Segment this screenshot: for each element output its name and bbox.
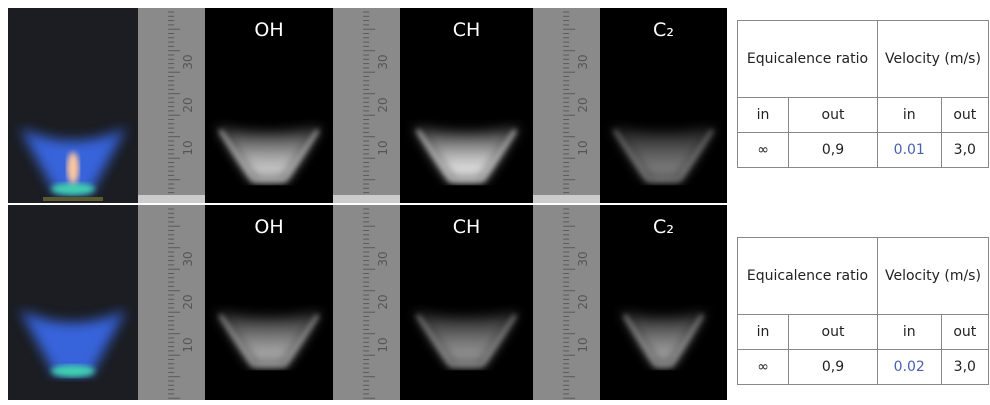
ruler-label: 30 bbox=[181, 54, 195, 69]
ruler-label: 30 bbox=[576, 251, 590, 266]
table-cell: Equicalence ratio bbox=[738, 238, 878, 315]
ruler-label: 20 bbox=[181, 97, 195, 112]
table-cell: 3,0 bbox=[941, 350, 988, 385]
ruler-label: 30 bbox=[376, 54, 390, 69]
table-cell: Equicalence ratio bbox=[738, 21, 878, 98]
table-cell: in bbox=[738, 315, 789, 350]
panel-label: CH bbox=[453, 19, 481, 41]
ruler-label: 30 bbox=[181, 251, 195, 266]
table-cell: out bbox=[789, 315, 878, 350]
panel-label: C₂ bbox=[653, 216, 674, 238]
flame-base bbox=[51, 183, 95, 195]
table-cell: ∞ bbox=[738, 350, 789, 385]
ruler-label: 10 bbox=[576, 337, 590, 352]
burner bbox=[43, 197, 103, 201]
page: 10 20 30 OH 10 20 30 CH 10 20 30 C₂ 10 20 30 OH 10 20 30 CH… bbox=[0, 0, 990, 405]
panel-label: CH bbox=[453, 216, 481, 238]
ruler-label: 10 bbox=[181, 140, 195, 155]
table-cell: out bbox=[789, 98, 878, 133]
table-cell: in bbox=[738, 98, 789, 133]
ruler-base bbox=[333, 195, 400, 203]
panel-label: OH bbox=[254, 19, 283, 41]
ruler-base bbox=[533, 195, 600, 203]
ruler-label: 10 bbox=[181, 337, 195, 352]
figure: 10 20 30 OH 10 20 30 CH 10 20 30 C₂ 10 20 30 OH 10 20 30 CH… bbox=[0, 0, 730, 405]
panel-label: OH bbox=[254, 216, 283, 238]
ruler-label: 10 bbox=[376, 140, 390, 155]
ruler-label: 30 bbox=[376, 251, 390, 266]
ruler-label: 10 bbox=[576, 140, 590, 155]
flame-base bbox=[51, 365, 95, 377]
table-cell: in bbox=[877, 98, 941, 133]
ruler-label: 20 bbox=[181, 294, 195, 309]
table-cell: Velocity (m/s) bbox=[877, 238, 988, 315]
table-cell: 3,0 bbox=[941, 133, 988, 168]
ruler-label: 30 bbox=[576, 54, 590, 69]
panel-label: C₂ bbox=[653, 19, 674, 41]
table-cell: out bbox=[941, 315, 988, 350]
flame-core bbox=[67, 152, 79, 184]
ruler-label: 20 bbox=[376, 294, 390, 309]
ruler-label: 20 bbox=[376, 97, 390, 112]
table-cell: ∞ bbox=[738, 133, 789, 168]
ruler-label: 20 bbox=[576, 294, 590, 309]
table-cell: 0.01 bbox=[877, 133, 941, 168]
table-cell: 0.02 bbox=[877, 350, 941, 385]
table-cell: 0,9 bbox=[789, 133, 878, 168]
table-cell: in bbox=[877, 315, 941, 350]
ruler-label: 10 bbox=[376, 337, 390, 352]
ruler-label: 20 bbox=[576, 97, 590, 112]
ruler-base bbox=[138, 195, 205, 203]
table-cell: Velocity (m/s) bbox=[877, 21, 988, 98]
table-cell: out bbox=[941, 98, 988, 133]
table-cell: 0,9 bbox=[789, 350, 878, 385]
